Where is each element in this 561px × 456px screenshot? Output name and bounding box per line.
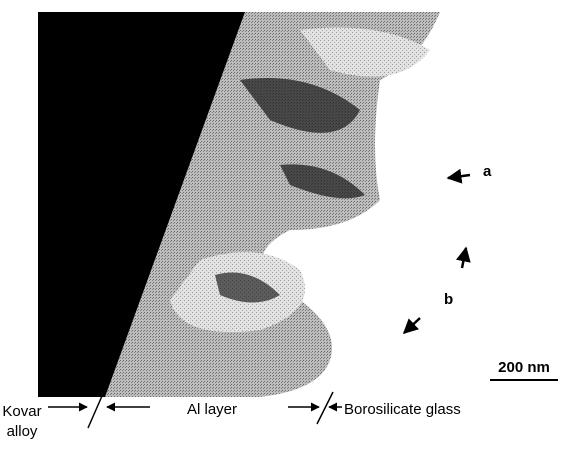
scale-bar: 200 nm: [490, 359, 558, 380]
label: a: [483, 163, 492, 180]
figure: a b 200 nm Kovar alloy Al layer Borosili…: [0, 0, 561, 456]
label: b: [444, 291, 453, 308]
al-layer-label: Al layer: [187, 401, 237, 418]
glass-label: Borosilicate glass: [344, 401, 461, 418]
scale-label: 200 nm: [498, 359, 550, 376]
region-labels: Kovar alloy Al layer Borosilicate glass: [2, 392, 460, 440]
annotation-a: a: [448, 163, 492, 180]
kovar-label: Kovar: [2, 403, 41, 420]
kovar-label: alloy: [7, 423, 38, 440]
micrograph: [38, 12, 448, 398]
